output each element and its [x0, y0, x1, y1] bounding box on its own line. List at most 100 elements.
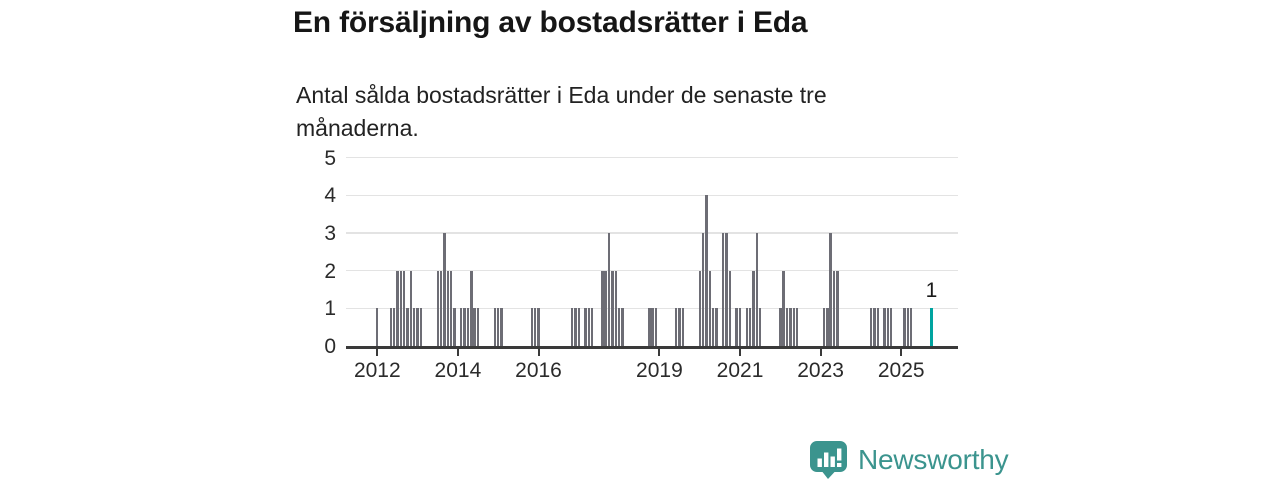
bar — [392, 308, 396, 346]
bar — [443, 232, 446, 346]
x-tick-label: 2019 — [636, 359, 683, 382]
bar — [466, 308, 470, 346]
bar — [470, 270, 473, 346]
bar — [648, 308, 651, 346]
bar — [748, 308, 752, 346]
bar — [792, 308, 795, 346]
gridline — [346, 269, 958, 272]
bar — [698, 270, 701, 346]
bar — [722, 232, 725, 346]
bar — [883, 308, 886, 346]
bar — [500, 308, 503, 346]
bar — [591, 308, 594, 346]
bar — [399, 270, 402, 346]
bar — [678, 308, 681, 346]
bar — [654, 308, 658, 346]
bar — [460, 308, 463, 346]
newsworthy-wordmark: Newsworthy — [858, 444, 1009, 475]
x-axis-tick — [658, 348, 661, 356]
bar — [795, 308, 799, 346]
bar — [439, 270, 443, 346]
bar — [782, 270, 785, 346]
highlight-bar — [930, 308, 933, 346]
bar — [705, 195, 708, 346]
newsworthy-logo: Newsworthy — [808, 440, 1009, 480]
bar — [376, 308, 379, 346]
bar — [869, 308, 873, 346]
bar — [681, 308, 685, 346]
bar — [701, 232, 705, 346]
y-tick-label: 4 — [324, 184, 336, 208]
chart-title: En försäljning av bostadsrätter i Eda — [293, 6, 808, 39]
bar — [406, 308, 409, 346]
bar — [708, 270, 711, 346]
x-tick-label: 2014 — [434, 359, 482, 382]
y-tick-label: 0 — [324, 335, 336, 358]
bar — [614, 270, 617, 346]
bar — [889, 308, 893, 346]
bar — [574, 308, 577, 346]
x-axis-tick — [739, 348, 742, 356]
x-axis-tick — [537, 348, 540, 356]
bar — [832, 270, 836, 346]
bar — [493, 308, 497, 346]
chart-subtitle: Antal sålda bostadsrätter i Eda under de… — [296, 82, 827, 141]
bar — [836, 270, 839, 346]
bar-value-label: 1 — [925, 279, 938, 303]
bar — [829, 232, 832, 346]
bar — [473, 308, 476, 346]
x-tick-label: 2012 — [353, 359, 401, 382]
y-tick-label: 1 — [324, 297, 336, 321]
bar — [745, 308, 748, 346]
bar — [463, 308, 466, 346]
gridline — [346, 156, 958, 159]
bar — [476, 308, 480, 346]
bar — [413, 308, 416, 346]
x-axis-tick — [376, 348, 379, 356]
bar — [779, 308, 782, 346]
y-tick-label: 5 — [324, 146, 336, 170]
bar — [396, 270, 399, 346]
x-tick-label: 2016 — [515, 359, 562, 382]
gridline — [346, 232, 958, 234]
bar-chart-speech-bubble-icon — [808, 440, 849, 480]
bar — [402, 270, 406, 346]
x-axis-tick — [900, 348, 903, 356]
bar — [675, 308, 678, 346]
bar — [570, 308, 574, 346]
y-tick-label: 3 — [324, 221, 336, 245]
bar — [715, 308, 718, 346]
x-tick-label: 2021 — [716, 359, 764, 382]
bar — [910, 308, 913, 346]
x-axis-tick — [456, 348, 459, 356]
bar — [789, 308, 792, 346]
bar — [446, 270, 450, 346]
bar — [601, 270, 604, 346]
bar — [409, 270, 413, 346]
gridline — [346, 194, 958, 196]
bar — [577, 308, 580, 346]
bar — [584, 308, 587, 346]
bar — [735, 308, 738, 346]
bar — [886, 308, 889, 346]
bar — [758, 308, 762, 346]
bar — [785, 308, 789, 346]
x-axis-line — [346, 346, 958, 349]
bar — [822, 308, 826, 346]
bar — [419, 308, 423, 346]
x-axis-tick — [819, 348, 822, 356]
bar — [873, 308, 876, 346]
x-tick-label: 2023 — [797, 359, 844, 382]
bar — [906, 308, 910, 346]
bar — [752, 270, 755, 346]
bar — [903, 308, 906, 346]
bar — [826, 308, 829, 346]
y-tick-label: 2 — [324, 259, 336, 283]
bar — [497, 308, 500, 346]
bar — [449, 270, 453, 346]
bar — [537, 308, 540, 346]
bar — [611, 270, 614, 346]
bar — [607, 232, 611, 346]
